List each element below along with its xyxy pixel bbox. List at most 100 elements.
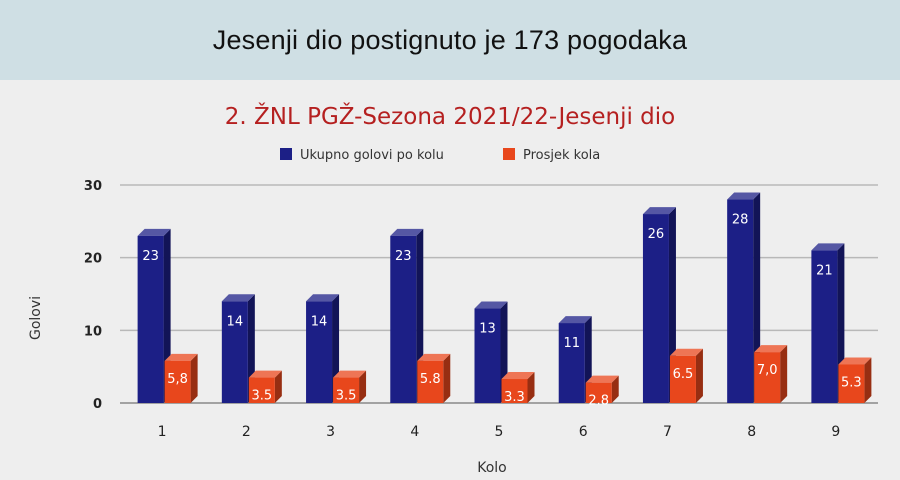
- bar-side: [611, 375, 619, 403]
- bar-group: 5.8: [417, 353, 451, 403]
- header-banner: Jesenji dio postignuto je 173 pogodaka: [0, 0, 900, 80]
- x-tick-label: 4: [410, 424, 419, 440]
- bar-round-average: [754, 352, 781, 403]
- x-tick-label: 7: [663, 424, 672, 440]
- bar-group: 7,0: [754, 345, 788, 403]
- bars: 23 5,8 14 3.5 14 3.5 23 5.8 13 3.3 11 2.8 26 6.5 28 7,0…: [137, 192, 872, 409]
- data-label: 13: [479, 322, 496, 337]
- data-label: 28: [732, 213, 749, 228]
- data-label: 2.8: [588, 394, 609, 409]
- bar-group: 2.8: [585, 375, 619, 409]
- bar-group: 3.5: [248, 370, 282, 404]
- data-label: 23: [395, 249, 412, 264]
- legend-swatch-1: [280, 148, 292, 160]
- data-label: 23: [142, 249, 159, 264]
- data-label: 3.5: [336, 389, 357, 404]
- bar-top: [474, 301, 508, 309]
- data-label: 5.3: [841, 375, 862, 390]
- data-label: 3.5: [251, 389, 272, 404]
- bar-group: 5.3: [838, 357, 872, 403]
- data-label: 5,8: [167, 372, 188, 387]
- data-label: 3.3: [504, 390, 525, 405]
- bar-group: 28: [727, 192, 761, 403]
- chart-title: 2. ŽNL PGŽ-Sezona 2021/22-Jesenji dio: [225, 102, 676, 130]
- x-tick-label: 2: [242, 424, 251, 440]
- x-tick-label: 6: [579, 424, 588, 440]
- bar-top: [558, 316, 592, 324]
- header-title: Jesenji dio postignuto je 173 pogodaka: [212, 24, 688, 55]
- bar-top: [333, 370, 367, 378]
- bar-top: [248, 370, 282, 378]
- data-label: 5.8: [420, 372, 441, 387]
- bar-round-average: [838, 364, 865, 403]
- x-tick-label: 8: [747, 424, 756, 440]
- bar-top: [306, 294, 340, 302]
- bar-top: [137, 228, 171, 236]
- bar-total-goals: [558, 323, 585, 403]
- y-tick-label: 30: [84, 179, 102, 194]
- bar-total-goals: [727, 199, 754, 403]
- bar-top: [501, 372, 535, 380]
- data-label: 14: [311, 314, 328, 329]
- bar-group: 3.3: [501, 372, 535, 405]
- bar-total-goals: [221, 301, 248, 403]
- y-tick-label: 10: [84, 324, 102, 339]
- y-tick-label: 20: [84, 252, 102, 267]
- bar-top: [669, 348, 703, 356]
- bar-group: 3.5: [333, 370, 367, 404]
- data-label: 6.5: [673, 367, 694, 382]
- bar-total-goals: [474, 308, 501, 403]
- bar-top: [585, 375, 619, 383]
- bar-side: [864, 357, 872, 403]
- bar-top: [642, 207, 676, 215]
- bar-top: [754, 345, 788, 353]
- legend-label-1: Ukupno golovi po kolu: [300, 148, 444, 163]
- bar-round-average: [501, 379, 528, 403]
- x-tick-label: 9: [831, 424, 840, 440]
- bar-top: [164, 353, 198, 361]
- data-label: 26: [648, 227, 665, 242]
- bar-top: [727, 192, 761, 200]
- data-label: 14: [227, 314, 244, 329]
- x-tick-label: 1: [158, 424, 167, 440]
- x-axis-label: Kolo: [477, 460, 507, 476]
- bar-total-goals: [642, 214, 669, 403]
- bar-side: [359, 370, 367, 403]
- x-axis-ticks: 1 2 3 4 5 6 7 8 9: [158, 424, 841, 440]
- x-tick-label: 5: [495, 424, 504, 440]
- bar-side: [274, 370, 282, 403]
- data-label: 11: [563, 336, 580, 351]
- bar-side: [695, 348, 703, 403]
- bar-round-average: [669, 355, 696, 403]
- bar-top: [221, 294, 255, 302]
- legend-swatch-2: [503, 148, 515, 160]
- bar-side: [443, 353, 451, 403]
- bar-group: 5,8: [164, 353, 198, 403]
- bar-group: 6.5: [669, 348, 703, 403]
- bar-side: [780, 345, 788, 403]
- y-axis-ticks: 0 10 20 30: [84, 179, 102, 412]
- y-tick-label: 0: [93, 397, 102, 412]
- bar-chart: 2. ŽNL PGŽ-Sezona 2021/22-Jesenji dio Uk…: [28, 102, 878, 476]
- bar-total-goals: [306, 301, 333, 403]
- data-label: 21: [816, 263, 833, 278]
- bar-group: 26: [642, 207, 676, 403]
- bar-round-average: [248, 377, 275, 403]
- bar-total-goals: [811, 250, 838, 403]
- bar-top: [390, 228, 424, 236]
- legend-label-2: Prosjek kola: [523, 148, 600, 163]
- legend: Ukupno golovi po kolu Prosjek kola: [280, 148, 600, 163]
- data-label: 7,0: [757, 363, 778, 378]
- bar-top: [417, 353, 451, 361]
- chart-container: 2. ŽNL PGŽ-Sezona 2021/22-Jesenji dio Uk…: [0, 80, 900, 480]
- bar-round-average: [333, 377, 360, 403]
- x-tick-label: 3: [326, 424, 335, 440]
- bar-side: [190, 353, 198, 403]
- bar-total-goals: [390, 235, 417, 403]
- bar-round-average: [585, 382, 612, 403]
- bar-total-goals: [137, 235, 164, 403]
- bar-side: [527, 372, 535, 403]
- bar-top: [811, 243, 845, 251]
- bar-top: [838, 357, 872, 365]
- bar-round-average: [417, 360, 444, 403]
